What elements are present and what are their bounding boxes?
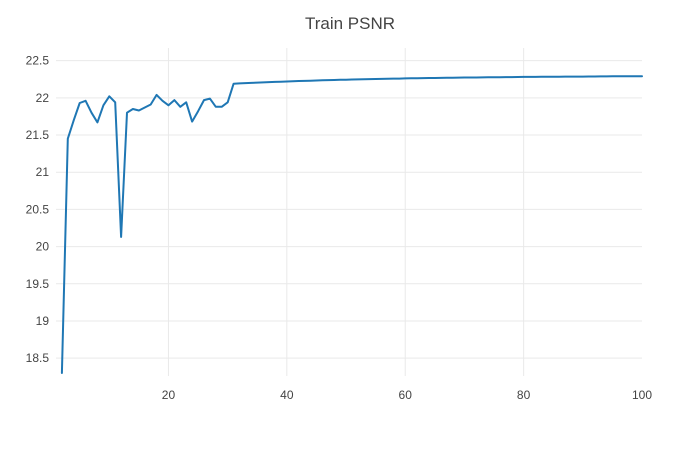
x-tick-label: 60 — [399, 388, 413, 402]
y-tick-label: 21 — [36, 165, 50, 179]
y-tick-label: 21.5 — [26, 128, 50, 142]
y-tick-label: 20 — [36, 240, 50, 254]
y-tick-label: 19 — [36, 314, 50, 328]
x-tick-label: 20 — [162, 388, 176, 402]
x-tick-label: 40 — [280, 388, 294, 402]
y-tick-label: 20.5 — [26, 202, 50, 216]
train-psnr-line — [60, 75, 643, 374]
x-tick-label: 100 — [632, 388, 652, 402]
x-tick-label: 80 — [517, 388, 531, 402]
y-tick-label: 22 — [36, 91, 50, 105]
y-tick-label: 22.5 — [26, 54, 50, 68]
y-tick-label: 19.5 — [26, 277, 50, 291]
chart-title: Train PSNR — [304, 14, 396, 33]
y-tick-label: 18.5 — [26, 351, 50, 365]
